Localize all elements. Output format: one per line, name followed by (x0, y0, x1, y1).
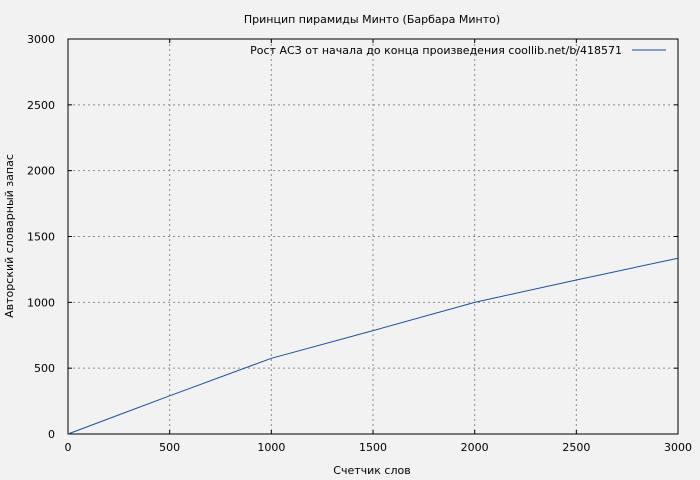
chart-title: Принцип пирамиды Минто (Барбара Минто) (244, 13, 500, 26)
y-tick-label: 2000 (27, 165, 55, 178)
y-axis-label: Авторский словарный запас (3, 154, 16, 318)
x-tick-label: 500 (159, 441, 180, 454)
x-tick-label: 0 (65, 441, 72, 454)
series-layer (67, 257, 679, 435)
y-tick-label: 1000 (27, 296, 55, 309)
y-tick-label: 1500 (27, 231, 55, 244)
y-tick-label: 3000 (27, 33, 55, 46)
legend-label: Рост АСЗ от начала до конца произведения… (250, 44, 622, 57)
y-tick-label: 0 (48, 428, 55, 441)
x-tick-label: 3000 (664, 441, 692, 454)
y-tick-label: 500 (34, 362, 55, 375)
x-tick-label: 1000 (257, 441, 285, 454)
x-tick-label: 2000 (461, 441, 489, 454)
y-tick-label: 2500 (27, 99, 55, 112)
x-axis-label: Счетчик слов (333, 464, 410, 477)
x-tick-label: 1500 (359, 441, 387, 454)
grid (68, 39, 678, 434)
x-tick-label: 2500 (562, 441, 590, 454)
axis-ticks: 0 500 1000 1500 2000 2500 3000 0 500 1000 1500 2000… (27, 33, 692, 454)
legend: Рост АСЗ от начала до конца произведения… (250, 44, 666, 57)
series-line (67, 257, 679, 435)
